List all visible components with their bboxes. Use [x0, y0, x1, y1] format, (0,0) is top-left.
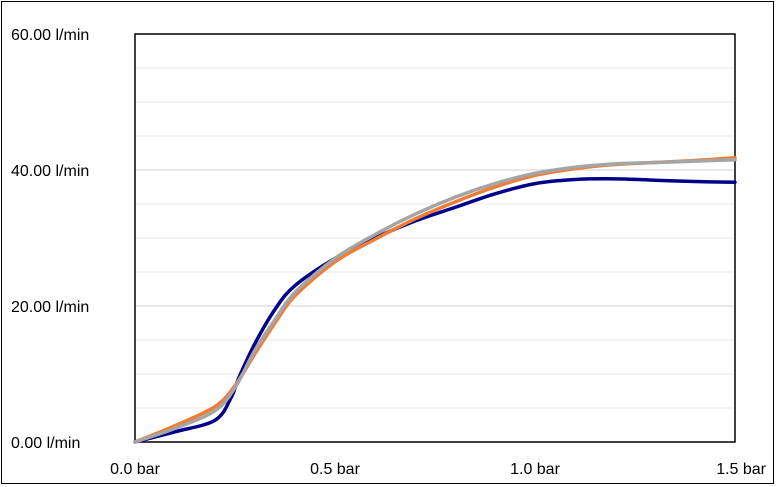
x-tick-label: 1.5 bar — [716, 461, 766, 478]
x-tick-label: 0.0 bar — [110, 461, 160, 478]
x-tick-label: 0.5 bar — [310, 461, 360, 478]
y-tick-label: 0.00 l/min — [11, 435, 80, 452]
plot-area-border — [134, 33, 736, 443]
series-line-gray — [133, 158, 737, 444]
y-tick-label: 40.00 l/min — [11, 163, 89, 180]
x-tick-label: 1.0 bar — [510, 461, 560, 478]
y-tick-label: 60.00 l/min — [11, 27, 89, 44]
y-tick-label: 20.00 l/min — [11, 299, 89, 316]
